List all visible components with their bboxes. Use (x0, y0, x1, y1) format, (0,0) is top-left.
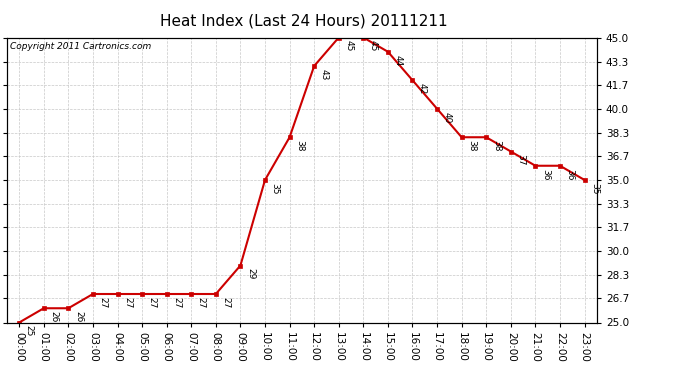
Text: 27: 27 (172, 297, 181, 308)
Text: 29: 29 (246, 268, 255, 280)
Text: 40: 40 (442, 111, 452, 123)
Text: 45: 45 (369, 40, 378, 52)
Text: 36: 36 (566, 168, 575, 180)
Text: 35: 35 (590, 183, 599, 194)
Text: 38: 38 (467, 140, 476, 152)
Text: 27: 27 (221, 297, 230, 308)
Text: 27: 27 (197, 297, 206, 308)
Text: 27: 27 (123, 297, 132, 308)
Text: 45: 45 (344, 40, 353, 52)
Text: 42: 42 (418, 83, 427, 94)
Text: 26: 26 (49, 311, 59, 322)
Text: 38: 38 (295, 140, 304, 152)
Text: 36: 36 (541, 168, 550, 180)
Text: 27: 27 (99, 297, 108, 308)
Text: 25: 25 (25, 325, 34, 337)
Text: 38: 38 (492, 140, 501, 152)
Text: Heat Index (Last 24 Hours) 20111211: Heat Index (Last 24 Hours) 20111211 (160, 13, 447, 28)
Text: 43: 43 (319, 69, 328, 80)
Text: 35: 35 (270, 183, 279, 194)
Text: 27: 27 (148, 297, 157, 308)
Text: Copyright 2011 Cartronics.com: Copyright 2011 Cartronics.com (10, 42, 151, 51)
Text: 44: 44 (393, 54, 402, 66)
Text: 37: 37 (516, 154, 525, 166)
Text: 26: 26 (74, 311, 83, 322)
